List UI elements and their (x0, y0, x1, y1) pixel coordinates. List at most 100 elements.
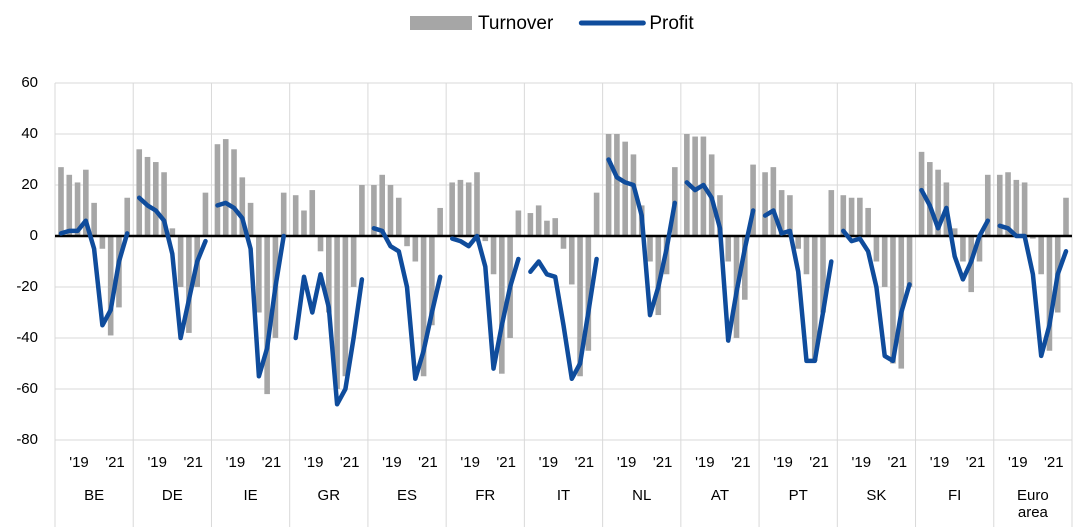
bar (350, 236, 357, 287)
profit-line (762, 208, 834, 364)
x-category-label: BE (84, 487, 105, 504)
legend-label: Turnover (478, 13, 554, 34)
y-tick-label: -80 (16, 431, 38, 448)
bar (317, 236, 324, 252)
bar (404, 236, 410, 247)
y-tick-label: -60 (16, 380, 38, 397)
bar (770, 167, 777, 236)
x-sub-label: '21 (418, 454, 438, 471)
x-sub-label: '19 (147, 454, 167, 471)
bar (873, 236, 880, 262)
x-sub-label: '19 (695, 454, 715, 471)
bar (803, 236, 810, 275)
profit-line (136, 195, 208, 341)
bar (437, 207, 443, 236)
profit-line (293, 272, 365, 407)
x-sub-label: '21 (183, 454, 203, 471)
x-category-label: SK (866, 487, 887, 504)
bar (457, 179, 464, 236)
y-tick-label: 60 (21, 74, 38, 91)
bar (750, 164, 756, 236)
bar (890, 236, 896, 364)
bar (144, 156, 151, 236)
bar (387, 185, 394, 236)
x-category-label: IE (243, 487, 258, 504)
bar (1063, 197, 1069, 236)
x-category: SK (866, 487, 887, 504)
bar (202, 192, 209, 236)
bar (379, 174, 386, 236)
x-sub-label: '19 (539, 454, 559, 471)
y-tick-label: 0 (30, 227, 38, 244)
profit-line (215, 200, 286, 379)
bar (420, 236, 427, 377)
x-sub-label: '19 (69, 454, 89, 471)
bar (91, 202, 97, 236)
bar (976, 236, 983, 262)
bar (984, 174, 991, 236)
bar (395, 197, 402, 236)
x-category-label: NL (632, 487, 652, 504)
bar (568, 236, 575, 285)
bar (231, 149, 237, 236)
bar (515, 210, 522, 236)
x-sub-label: '19 (304, 454, 324, 471)
x-sub-label: '21 (105, 454, 125, 471)
bar (334, 236, 340, 389)
bar (465, 182, 472, 236)
bar (429, 236, 435, 326)
y-tick-label: -20 (16, 278, 38, 295)
x-sub-label: '19 (1008, 454, 1028, 471)
bar (186, 236, 192, 333)
bar (1038, 236, 1044, 275)
bar (795, 236, 801, 249)
bar (264, 236, 270, 395)
bar (717, 195, 723, 236)
x-category: NL (632, 487, 652, 504)
bar (996, 174, 1003, 236)
x-sub-label: '19 (617, 454, 637, 471)
bar (359, 185, 365, 236)
x-sub-label: '19 (852, 454, 872, 471)
bar (280, 192, 287, 236)
bar (762, 172, 768, 236)
bar (585, 236, 592, 351)
profit-line (997, 223, 1069, 359)
x-category-label: FR (475, 487, 496, 504)
x-sub-label: '21 (966, 454, 986, 471)
bar (544, 220, 550, 236)
x-category-label: PT (788, 487, 808, 504)
y-tick-label: 20 (21, 176, 38, 193)
x-category: FR (475, 487, 496, 504)
x-sub-label: '21 (888, 454, 908, 471)
bar (605, 134, 612, 236)
profit-line (449, 233, 521, 371)
bar (326, 236, 332, 313)
profit-line (371, 226, 443, 382)
x-category-label: IT (556, 487, 571, 504)
profit-line (841, 228, 912, 364)
bar (725, 236, 732, 262)
x-sub-label: '19 (930, 454, 950, 471)
bar (560, 236, 567, 249)
bar (66, 174, 73, 236)
bar (927, 162, 933, 236)
bar (577, 236, 583, 377)
bar (630, 154, 637, 236)
y-tick-label: -40 (16, 329, 38, 346)
bar (1005, 172, 1011, 236)
bar (342, 236, 349, 377)
x-category-label: DE (161, 487, 183, 504)
x-category: ES (397, 487, 417, 504)
bar (161, 172, 167, 236)
bar (527, 213, 534, 236)
bar (820, 236, 826, 313)
legend: Turnover Profit (410, 13, 694, 34)
x-category: IE (243, 487, 258, 504)
bar (412, 236, 419, 262)
bar (490, 236, 497, 275)
bar (239, 177, 246, 236)
x-category-label: AT (710, 487, 729, 504)
x-sub-label: '19 (460, 454, 480, 471)
